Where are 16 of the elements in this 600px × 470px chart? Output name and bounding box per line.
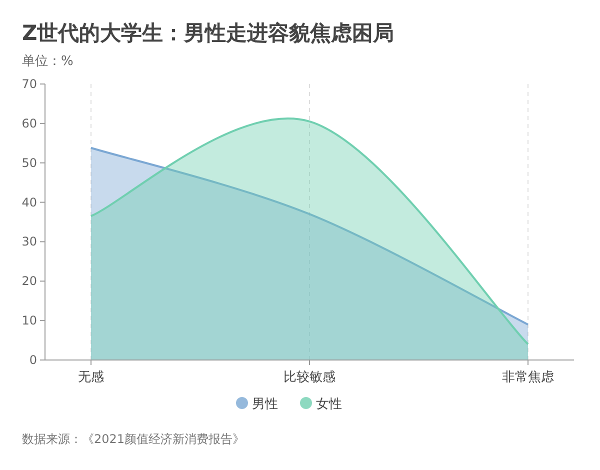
chart-title: Z世代的大学生：男性走进容貌焦虑困局 <box>22 21 394 45</box>
x-tick-label: 比较敏感 <box>284 370 336 385</box>
y-tick-label: 10 <box>22 314 37 328</box>
y-tick-label: 40 <box>22 195 37 210</box>
y-tick-label: 50 <box>22 156 37 170</box>
y-tick-label: 30 <box>22 234 37 249</box>
y-tick-label: 0 <box>29 353 37 367</box>
chart-subtitle: 单位：% <box>22 54 74 69</box>
x-tick-label: 非常焦虑 <box>502 370 554 385</box>
y-tick-label: 20 <box>22 274 37 288</box>
y-tick-label: 70 <box>22 77 37 91</box>
source-note: 数据来源：《2021颜值经济新消费报告》 <box>22 432 245 446</box>
x-tick-label: 无感 <box>78 370 104 385</box>
y-tick-label: 60 <box>22 116 37 130</box>
legend-label: 男性 <box>252 397 278 412</box>
legend-label: 女性 <box>316 397 342 412</box>
